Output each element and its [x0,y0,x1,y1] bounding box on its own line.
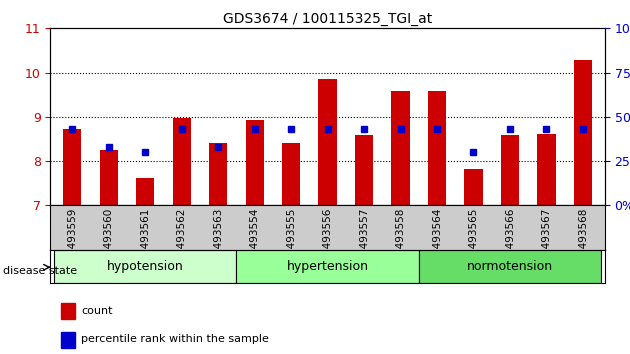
Bar [100,150,118,205]
Text: GSM493567: GSM493567 [541,207,551,271]
Bar [173,118,191,205]
Bar [464,169,483,205]
Bar [501,135,519,205]
Bar [391,91,410,205]
Bar [428,91,446,205]
Text: GSM493558: GSM493558 [396,207,406,271]
Bar [62,332,76,348]
Text: GSM493561: GSM493561 [140,207,150,271]
Bar [209,143,227,205]
Text: GSM493562: GSM493562 [176,207,186,271]
Text: GSM493568: GSM493568 [578,207,588,271]
Text: normotension: normotension [467,260,553,273]
Bar [63,129,81,205]
Title: GDS3674 / 100115325_TGI_at: GDS3674 / 100115325_TGI_at [223,12,432,26]
Bar [537,134,556,205]
Text: count: count [81,306,112,316]
Bar [319,79,336,205]
Text: disease state: disease state [3,266,77,276]
Bar [62,303,76,319]
FancyBboxPatch shape [54,250,236,283]
Bar [136,178,154,205]
Text: GSM493560: GSM493560 [104,207,114,271]
Text: hypotension: hypotension [107,260,183,273]
Text: GSM493557: GSM493557 [359,207,369,271]
Bar [574,60,592,205]
Text: GSM493555: GSM493555 [286,207,296,271]
Text: GSM493559: GSM493559 [67,207,77,271]
Text: GSM493566: GSM493566 [505,207,515,271]
Text: hypertension: hypertension [287,260,369,273]
Bar [246,120,264,205]
Text: GSM493563: GSM493563 [213,207,223,271]
Text: percentile rank within the sample: percentile rank within the sample [81,334,269,344]
Bar [355,136,373,205]
Text: GSM493564: GSM493564 [432,207,442,271]
Text: GSM493565: GSM493565 [469,207,479,271]
Bar [282,143,301,205]
FancyBboxPatch shape [236,250,419,283]
FancyBboxPatch shape [419,250,601,283]
Text: GSM493554: GSM493554 [249,207,260,271]
Text: GSM493556: GSM493556 [323,207,333,271]
